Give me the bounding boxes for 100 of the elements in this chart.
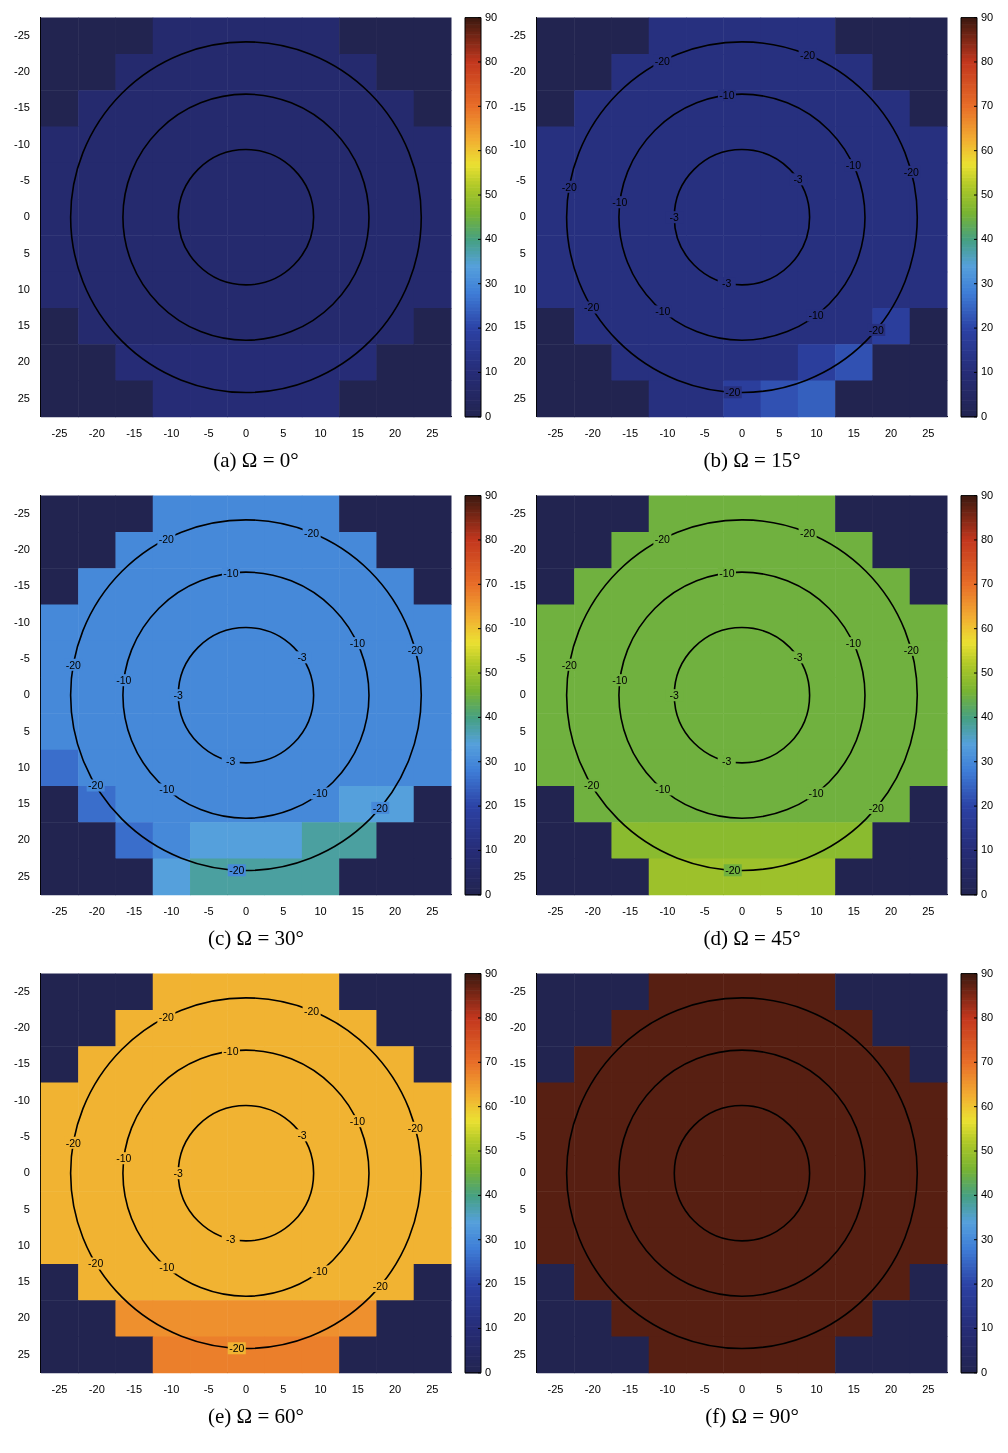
color-bar-label: 60 [485, 143, 498, 156]
y-tick-label: 10 [513, 760, 526, 773]
y-tick-label: 15 [17, 319, 30, 332]
x-tick-label: 0 [242, 427, 250, 440]
x-tick-label: -25 [51, 1383, 68, 1396]
y-tick-label: -10 [509, 1093, 526, 1106]
annotation: -3 [297, 1129, 307, 1142]
y-tick-label: 0 [519, 210, 526, 223]
annotation: -10 [719, 567, 735, 580]
y-tick-label: -15 [509, 101, 526, 114]
x-tick-label: 5 [776, 905, 783, 918]
annotation: -20 [725, 864, 741, 877]
annotation: -20 [372, 1279, 388, 1292]
x-tick-label: -25 [547, 427, 564, 440]
color-bar-label: 80 [981, 54, 994, 67]
x-tick-label: 25 [426, 905, 439, 918]
color-bar-label: 10 [981, 1321, 994, 1334]
x-tick-label: -20 [584, 1383, 601, 1396]
y-tick-label: -20 [509, 1021, 526, 1034]
color-bar-label: 60 [981, 143, 994, 156]
text: (d) Ω = 45° [703, 926, 801, 951]
y-tick-label: -15 [13, 579, 30, 592]
y-tick-label: -20 [13, 1021, 30, 1034]
x-tick-label: -15 [126, 1383, 143, 1396]
annotation: -20 [158, 532, 175, 545]
y-tick-label: -5 [516, 173, 526, 186]
color-bar-label: 50 [485, 1144, 498, 1157]
color-bar-label: 30 [981, 276, 994, 289]
y-tick-label: 15 [513, 1275, 526, 1288]
y-tick-label: 0 [519, 1166, 526, 1179]
y-tick-label: -5 [516, 1129, 526, 1142]
color-bar-label: 0 [981, 887, 988, 900]
annotation: -20 [561, 180, 578, 193]
x-tick-label: -10 [163, 1383, 180, 1396]
color-bar-label: 0 [981, 1365, 988, 1378]
x-tick-label: 5 [280, 427, 287, 440]
y-tick-label: 5 [519, 1202, 526, 1215]
y-tick-label: 10 [17, 1238, 30, 1251]
text: (f) Ω = 90° [705, 1404, 799, 1429]
color-bar-label: 50 [981, 666, 994, 679]
color-bar-label: 60 [485, 1099, 498, 1112]
y-tick-label: 20 [17, 355, 30, 368]
y-tick-label: -20 [509, 65, 526, 78]
annotation: -10 [808, 787, 824, 800]
annotation: -20 [903, 643, 920, 656]
x-tick-label: -10 [659, 1383, 676, 1396]
annotation: -3 [722, 277, 732, 290]
y-tick-label: 5 [23, 1202, 30, 1215]
color-bar-label: 50 [485, 666, 498, 679]
annotation: -20 [903, 165, 920, 178]
annotation: -10 [655, 783, 671, 796]
annotation: -20 [229, 1342, 245, 1355]
y-tick-label: 15 [17, 1275, 30, 1288]
color-bar-label: 10 [485, 365, 498, 378]
x-tick-label: 25 [922, 427, 935, 440]
y-tick-label: -5 [20, 651, 30, 664]
y-tick-label: 5 [23, 724, 30, 737]
color-bar-label: 90 [485, 10, 498, 23]
x-tick-label: 15 [351, 427, 364, 440]
color-bar-label: 60 [981, 1099, 994, 1112]
x-tick-label: 20 [884, 905, 898, 918]
x-tick-label: 0 [738, 427, 746, 440]
y-tick-label: 5 [519, 724, 526, 737]
x-tick-label: 15 [847, 1383, 860, 1396]
annotation: -3 [669, 211, 680, 224]
annotation: -20 [65, 1136, 82, 1149]
annotation: -20 [654, 532, 671, 545]
annotation: -20 [868, 801, 884, 814]
annotation: -10 [349, 1115, 366, 1128]
color-bar-label: 80 [981, 532, 994, 545]
y-tick-label: 10 [17, 282, 30, 295]
y-tick-label: 25 [513, 1347, 526, 1360]
annotation: -20 [88, 779, 104, 792]
x-tick-label: -25 [547, 1383, 564, 1396]
color-bar-label: 60 [485, 621, 498, 634]
x-tick-label: -5 [699, 1383, 710, 1396]
text: (a) Ω = 0° [213, 448, 299, 473]
annotation: -20 [407, 1121, 424, 1134]
color-bar-label: 10 [981, 365, 994, 378]
annotation: -20 [229, 864, 245, 877]
x-tick-label: -15 [126, 427, 143, 440]
x-tick-label: -10 [659, 427, 676, 440]
color-bar-label: 50 [485, 188, 498, 201]
x-tick-label: -25 [51, 427, 68, 440]
y-tick-label: -25 [13, 984, 30, 997]
y-tick-label: -5 [516, 651, 526, 664]
x-tick-label: 0 [738, 1383, 746, 1396]
color-bar-label: 0 [485, 887, 492, 900]
y-tick-label: -10 [13, 615, 30, 628]
y-tick-label: 15 [17, 797, 30, 810]
annotation: -20 [654, 54, 671, 67]
annotation: -20 [584, 301, 600, 314]
annotation: -20 [800, 526, 816, 539]
x-tick-label: -20 [584, 427, 601, 440]
y-tick-label: 25 [17, 391, 30, 404]
x-tick-label: 5 [280, 905, 287, 918]
y-tick-label: 0 [23, 1166, 30, 1179]
color-bar-label: 80 [485, 532, 498, 545]
x-tick-label: -5 [699, 427, 710, 440]
color-bar-label: 90 [981, 966, 994, 979]
